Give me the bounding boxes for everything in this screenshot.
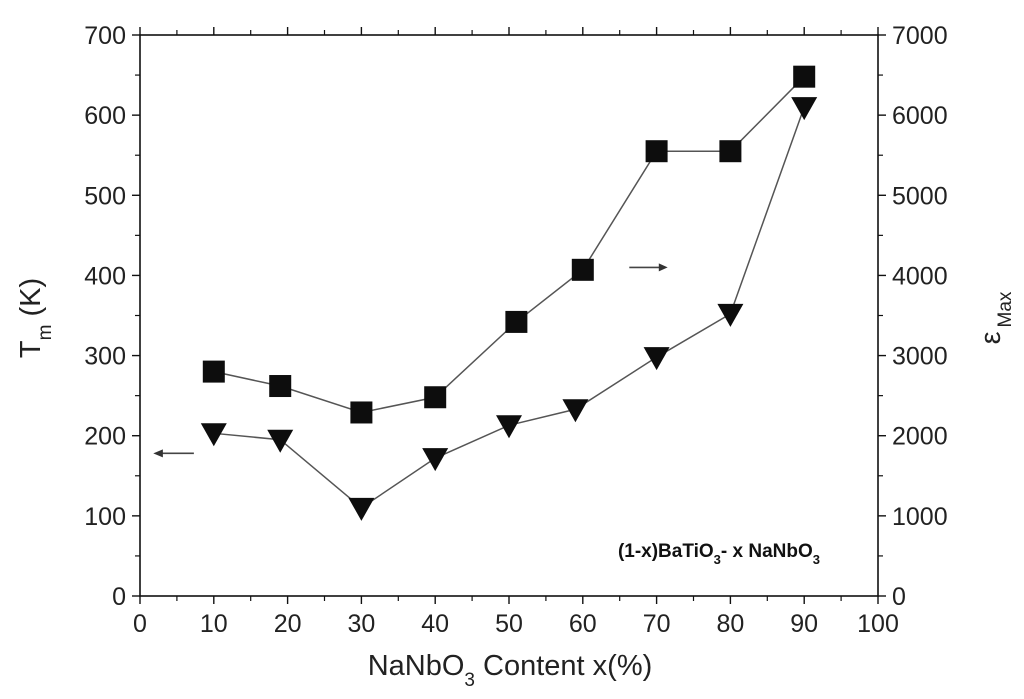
x-tick-label: 60 (569, 610, 597, 638)
y-left-tick-label: 0 (112, 583, 126, 611)
y-left-tick-label: 500 (84, 182, 126, 210)
square-marker (424, 386, 447, 409)
y-right-axis-ticks: 0 1000 2000 3000 4000 5000 6000 7000 (878, 22, 948, 611)
square-marker (202, 360, 225, 383)
x-axis-ticks: 0 10 20 30 40 50 60 70 80 90 100 (133, 27, 899, 638)
triangle-down-marker (562, 399, 589, 423)
y-left-tick-label: 300 (84, 343, 126, 371)
y-left-tick-label: 600 (84, 102, 126, 130)
y-left-tick-label: 700 (84, 22, 126, 50)
triangle-down-marker (348, 497, 375, 521)
left-axis-arrow-head (153, 449, 163, 458)
chart-annotation: (1-x)BaTiO3- x NaNbO3 (618, 541, 820, 567)
square-marker (505, 310, 528, 333)
square-marker (719, 140, 742, 163)
y-left-axis-title: Tm (K) (15, 278, 56, 358)
y-right-tick-label: 1000 (892, 503, 948, 531)
y-right-tick-label: 7000 (892, 22, 948, 50)
x-tick-label: 80 (716, 610, 744, 638)
y-right-tick-label: 0 (892, 583, 906, 611)
y-right-axis-title: εMax (975, 291, 1016, 344)
x-tick-label: 90 (790, 610, 818, 638)
triangle-down-marker (791, 97, 818, 121)
x-tick-label: 40 (421, 610, 449, 638)
series-line-triangle-down (213, 106, 805, 509)
series-lines (213, 76, 805, 509)
triangle-down-marker (496, 415, 522, 439)
x-tick-label: 10 (200, 610, 228, 638)
x-tick-label: 100 (857, 610, 899, 638)
y-left-tick-label: 100 (84, 503, 126, 531)
annotation-subscript: 3 (714, 552, 721, 567)
series-markers (200, 65, 818, 521)
x-axis-title: NaNbO3 Content x(%) (368, 650, 653, 691)
right-axis-arrow-head (658, 263, 668, 272)
square-marker (350, 401, 373, 424)
y-right-tick-label: 6000 (892, 102, 948, 130)
triangle-down-marker (422, 448, 449, 472)
annotation-subscript: 3 (813, 552, 820, 567)
x-tick-label: 20 (274, 610, 302, 638)
x-tick-label: 50 (495, 610, 523, 638)
y-right-tick-label: 3000 (892, 343, 948, 371)
square-marker (793, 65, 816, 88)
square-marker (645, 140, 668, 163)
y-left-tick-label: 400 (84, 262, 126, 290)
y-left-tick-label: 200 (84, 423, 126, 451)
x-tick-label: 30 (347, 610, 375, 638)
triangle-down-marker (267, 429, 294, 453)
series-line-square (213, 76, 805, 414)
y-right-tick-label: 4000 (892, 262, 948, 290)
square-marker (269, 375, 292, 398)
triangle-down-marker (717, 303, 744, 327)
triangle-down-marker (643, 347, 670, 371)
axis-indicator-arrows (153, 263, 668, 458)
y-left-axis-ticks: 0 100 200 300 400 500 600 700 (84, 22, 140, 611)
triangle-down-marker (200, 423, 227, 447)
annotation-text: - x NaNbO (721, 541, 813, 562)
x-tick-label: 0 (133, 610, 147, 638)
annotation-text: (1-x)BaTiO (618, 541, 714, 562)
y-right-tick-label: 5000 (892, 182, 948, 210)
square-marker (571, 258, 594, 281)
y-right-tick-label: 2000 (892, 423, 948, 451)
x-tick-label: 70 (643, 610, 671, 638)
